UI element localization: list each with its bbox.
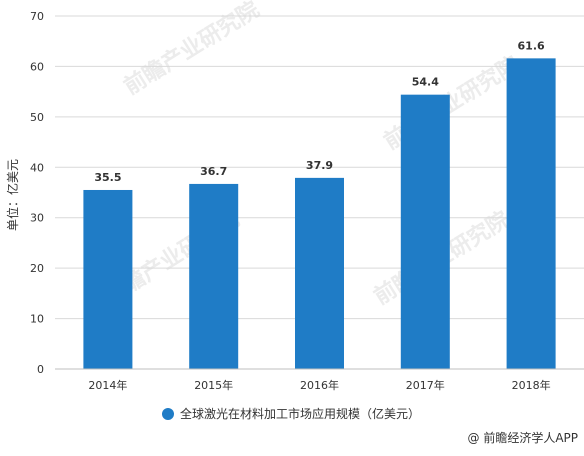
- x-tick-label: 2015年: [194, 378, 233, 392]
- y-axis-label: 单位：亿美元: [5, 159, 20, 231]
- bar: [295, 177, 344, 369]
- watermark-text: 前瞻产业研究院: [119, 0, 263, 100]
- y-tick-label: 30: [30, 212, 44, 225]
- data-label: 61.6: [518, 39, 545, 52]
- y-tick-label: 50: [30, 111, 44, 124]
- legend: 全球激光在材料加工市场应用规模（亿美元）: [162, 406, 420, 421]
- y-axis-ticks: 0 10 20 30 40 50 60 70: [30, 10, 44, 376]
- data-label: 35.5: [94, 171, 121, 184]
- data-labels: 35.5 36.7 37.9 54.4 61.6: [94, 39, 545, 184]
- data-label: 36.7: [200, 165, 227, 178]
- y-tick-label: 70: [30, 10, 44, 23]
- legend-label: 全球激光在材料加工市场应用规模（亿美元）: [180, 406, 420, 421]
- data-label: 54.4: [412, 76, 439, 89]
- bar: [506, 58, 556, 370]
- x-tick-label: 2016年: [300, 378, 339, 392]
- x-tick-label: 2017年: [406, 378, 445, 392]
- bar: [189, 183, 239, 369]
- y-tick-label: 40: [30, 161, 44, 174]
- bar: [83, 189, 133, 369]
- y-tick-label: 10: [30, 313, 44, 326]
- x-tick-label: 2014年: [88, 378, 127, 392]
- legend-marker: [162, 408, 174, 420]
- y-tick-label: 0: [37, 363, 44, 376]
- bar: [400, 94, 450, 369]
- x-tick-label: 2018年: [512, 378, 551, 392]
- y-tick-label: 20: [30, 262, 44, 275]
- source-credit: @ 前瞻经济学人APP: [468, 430, 579, 445]
- y-tick-label: 60: [30, 60, 44, 73]
- x-axis-ticks: 2014年 2015年 2016年 2017年 2018年: [88, 378, 550, 392]
- data-label: 37.9: [306, 159, 333, 172]
- bars: [83, 58, 556, 370]
